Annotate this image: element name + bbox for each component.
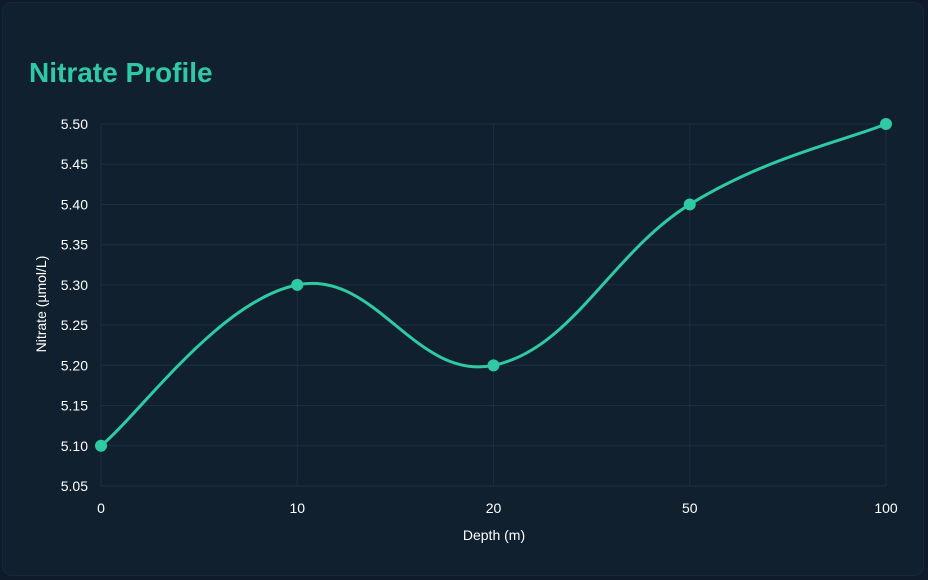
y-axis-ticks: 5.05 5.10 5.15 5.20 5.25 5.30 5.35 5.40 5.45 5.50	[61, 116, 88, 494]
data-point-10[interactable]	[291, 278, 304, 291]
y-tick-label: 5.45	[61, 156, 88, 172]
y-tick-label: 5.25	[61, 317, 88, 333]
x-tick-label: 50	[682, 500, 698, 516]
x-tick-label: 20	[486, 500, 502, 516]
y-tick-label: 5.15	[61, 398, 88, 414]
data-point-50[interactable]	[683, 198, 696, 211]
x-axis-ticks: 0 10 20 50 100	[97, 500, 898, 516]
grid	[100, 123, 887, 487]
x-tick-label: 0	[97, 500, 105, 516]
series	[95, 118, 892, 452]
x-tick-label: 100	[874, 500, 898, 516]
x-axis-title: Depth (m)	[463, 527, 525, 543]
y-tick-label: 5.50	[61, 116, 88, 132]
y-tick-label: 5.35	[61, 237, 88, 253]
y-axis-title: Nitrate (µmol/L)	[33, 256, 49, 353]
data-point-100[interactable]	[880, 118, 892, 130]
chart-title: Nitrate Profile	[29, 57, 213, 88]
data-point-0[interactable]	[95, 439, 107, 452]
data-point-20[interactable]	[487, 359, 500, 372]
y-tick-label: 5.20	[61, 357, 88, 373]
y-tick-label: 5.10	[61, 438, 88, 454]
y-tick-label: 5.05	[61, 478, 88, 494]
x-tick-label: 10	[289, 500, 305, 516]
y-tick-label: 5.40	[61, 196, 88, 212]
y-tick-label: 5.30	[61, 277, 88, 293]
